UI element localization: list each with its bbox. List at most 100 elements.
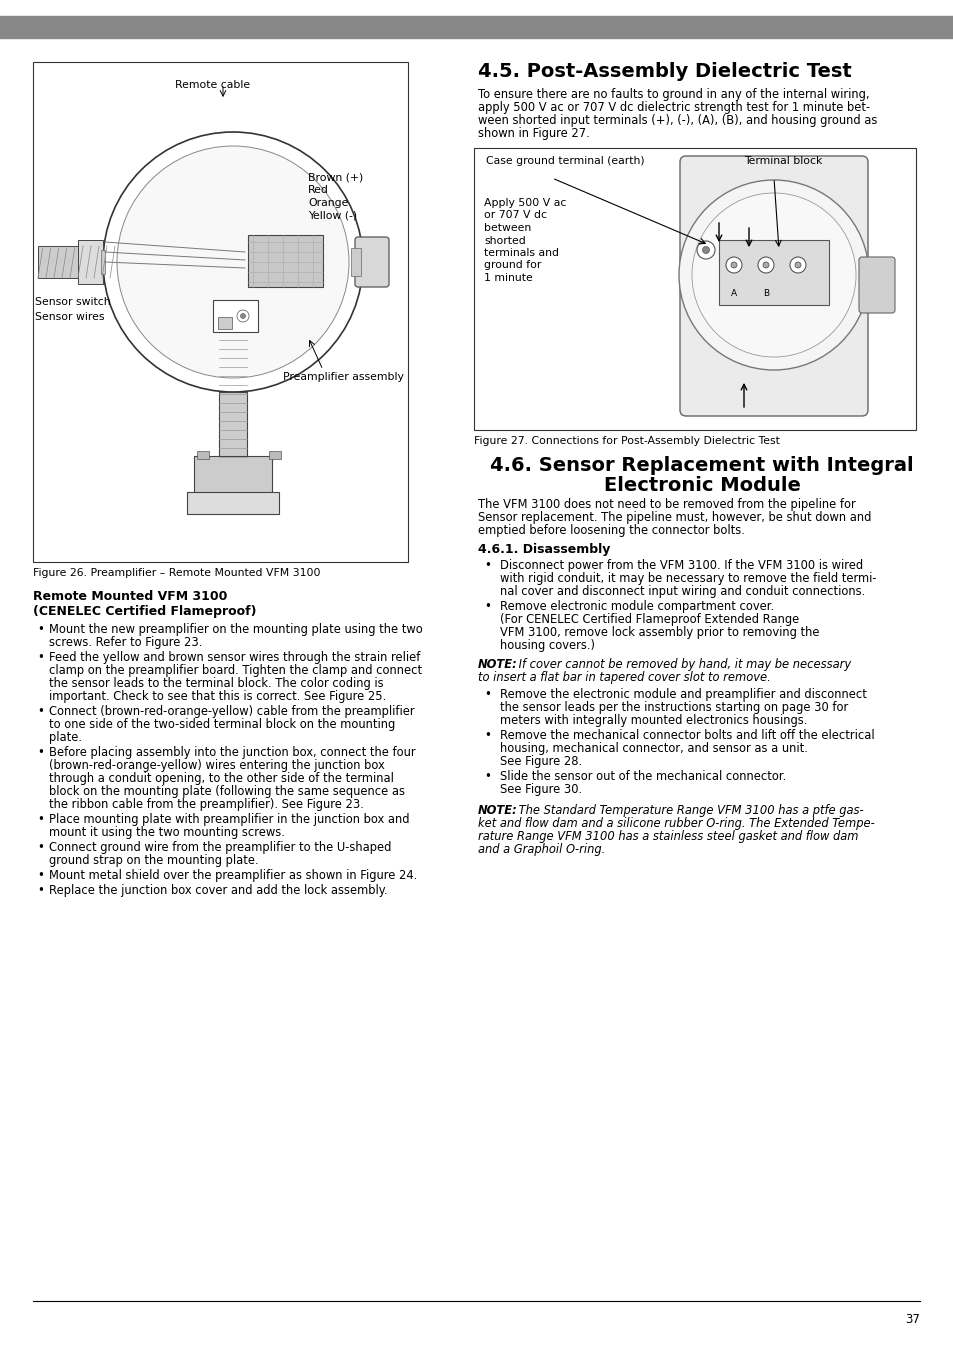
Bar — [33, 62, 408, 563]
Text: NOTE:: NOTE: — [477, 658, 517, 670]
Text: (CENELEC Certified Flameproof): (CENELEC Certified Flameproof) — [33, 604, 256, 618]
Text: 37: 37 — [904, 1313, 919, 1326]
FancyBboxPatch shape — [858, 258, 894, 313]
Text: Connect ground wire from the preamplifier to the U-shaped: Connect ground wire from the preamplifie… — [49, 840, 391, 854]
Text: ground strap on the mounting plate.: ground strap on the mounting plate. — [49, 854, 258, 867]
Text: •: • — [37, 813, 44, 826]
Text: Sensor switch: Sensor switch — [35, 297, 111, 308]
Text: B: B — [762, 289, 768, 298]
Text: •: • — [483, 688, 491, 701]
Text: The Standard Temperature Range VFM 3100 has a ptfe gas-: The Standard Temperature Range VFM 3100 … — [515, 804, 862, 817]
Bar — [196, 451, 209, 459]
Bar — [248, 235, 323, 287]
Text: or 707 V dc: or 707 V dc — [483, 210, 546, 220]
Text: Disconnect power from the VFM 3100. If the VFM 3100 is wired: Disconnect power from the VFM 3100. If t… — [499, 558, 862, 572]
Text: Yellow (-): Yellow (-) — [308, 210, 356, 221]
Text: Sensor replacement. The pipeline must, however, be shut down and: Sensor replacement. The pipeline must, h… — [477, 511, 870, 523]
Text: Remote cable: Remote cable — [175, 80, 251, 90]
Text: Before placing assembly into the junction box, connect the four: Before placing assembly into the junctio… — [49, 746, 416, 759]
Bar — [218, 317, 232, 329]
Text: Connect (brown-red-orange-yellow) cable from the preamplifier: Connect (brown-red-orange-yellow) cable … — [49, 706, 415, 718]
Text: See Figure 28.: See Figure 28. — [499, 755, 581, 768]
Circle shape — [725, 258, 741, 272]
Text: •: • — [37, 840, 44, 854]
Circle shape — [730, 262, 737, 268]
Text: •: • — [37, 884, 44, 897]
Circle shape — [697, 241, 714, 259]
Text: Place mounting plate with preamplifier in the junction box and: Place mounting plate with preamplifier i… — [49, 813, 409, 826]
Text: A: A — [730, 289, 737, 298]
Text: •: • — [37, 623, 44, 635]
Circle shape — [762, 262, 768, 268]
Text: Mount metal shield over the preamplifier as shown in Figure 24.: Mount metal shield over the preamplifier… — [49, 869, 416, 882]
Text: ween shorted input terminals (+), (-), (A), (B), and housing ground as: ween shorted input terminals (+), (-), (… — [477, 115, 877, 127]
Bar — [0, 16, 953, 38]
Text: housing covers.): housing covers.) — [499, 639, 595, 652]
Text: mount it using the two mounting screws.: mount it using the two mounting screws. — [49, 826, 285, 839]
Text: 4.6.1. Disassembly: 4.6.1. Disassembly — [477, 544, 610, 556]
Text: ground for: ground for — [483, 260, 540, 271]
Text: Terminal block: Terminal block — [743, 156, 821, 166]
Text: screws. Refer to Figure 23.: screws. Refer to Figure 23. — [49, 635, 202, 649]
Text: ket and flow dam and a silicone rubber O-ring. The Extended Tempe-: ket and flow dam and a silicone rubber O… — [477, 817, 874, 830]
Circle shape — [789, 258, 805, 272]
Bar — [351, 248, 360, 277]
Text: rature Range VFM 3100 has a stainless steel gasket and flow dam: rature Range VFM 3100 has a stainless st… — [477, 830, 858, 843]
Text: Orange: Orange — [308, 198, 348, 208]
Circle shape — [117, 146, 349, 378]
Text: apply 500 V ac or 707 V dc dielectric strength test for 1 minute bet-: apply 500 V ac or 707 V dc dielectric st… — [477, 101, 869, 115]
Circle shape — [794, 262, 801, 268]
Text: •: • — [37, 746, 44, 759]
Circle shape — [691, 193, 855, 357]
Text: Sensor wires: Sensor wires — [35, 312, 105, 322]
Text: •: • — [37, 652, 44, 664]
Text: shorted: shorted — [483, 236, 525, 246]
Text: the sensor leads per the instructions starting on page 30 for: the sensor leads per the instructions st… — [499, 701, 847, 714]
Bar — [193, 456, 272, 494]
Text: Case ground terminal (earth): Case ground terminal (earth) — [485, 156, 644, 166]
Text: shown in Figure 27.: shown in Figure 27. — [477, 127, 589, 140]
Text: emptied before loosening the connector bolts.: emptied before loosening the connector b… — [477, 523, 744, 537]
Text: the sensor leads to the terminal block. The color coding is: the sensor leads to the terminal block. … — [49, 677, 383, 689]
Circle shape — [758, 258, 773, 272]
Text: 1 minute: 1 minute — [483, 272, 532, 283]
Text: Replace the junction box cover and add the lock assembly.: Replace the junction box cover and add t… — [49, 884, 387, 897]
Text: to one side of the two-sided terminal block on the mounting: to one side of the two-sided terminal bl… — [49, 718, 395, 731]
Text: to insert a flat bar in tapered cover slot to remove.: to insert a flat bar in tapered cover sl… — [477, 670, 770, 684]
Circle shape — [679, 179, 868, 370]
Text: terminals and: terminals and — [483, 248, 558, 258]
Bar — [78, 240, 103, 285]
Text: housing, mechanical connector, and sensor as a unit.: housing, mechanical connector, and senso… — [499, 742, 807, 755]
Text: Brown (+): Brown (+) — [308, 173, 363, 182]
Text: Red: Red — [308, 185, 329, 196]
Text: Slide the sensor out of the mechanical connector.: Slide the sensor out of the mechanical c… — [499, 770, 785, 782]
Text: block on the mounting plate (following the same sequence as: block on the mounting plate (following t… — [49, 785, 405, 799]
Text: Figure 27. Connections for Post-Assembly Dielectric Test: Figure 27. Connections for Post-Assembly… — [474, 436, 779, 447]
Bar — [269, 451, 281, 459]
Circle shape — [701, 247, 709, 254]
Text: clamp on the preamplifier board. Tighten the clamp and connect: clamp on the preamplifier board. Tighten… — [49, 664, 421, 677]
Text: •: • — [37, 869, 44, 882]
Text: •: • — [483, 600, 491, 612]
Text: Remove electronic module compartment cover.: Remove electronic module compartment cov… — [499, 600, 773, 612]
Text: Apply 500 V ac: Apply 500 V ac — [483, 198, 566, 208]
Text: •: • — [483, 558, 491, 572]
Circle shape — [103, 132, 363, 393]
Text: and a Graphoil O-ring.: and a Graphoil O-ring. — [477, 843, 604, 857]
Text: Remote Mounted VFM 3100: Remote Mounted VFM 3100 — [33, 590, 227, 603]
Bar — [474, 148, 915, 430]
Text: (brown-red-orange-yellow) wires entering the junction box: (brown-red-orange-yellow) wires entering… — [49, 759, 384, 772]
FancyBboxPatch shape — [679, 156, 867, 415]
Text: VFM 3100, remove lock assembly prior to removing the: VFM 3100, remove lock assembly prior to … — [499, 626, 819, 639]
Text: nal cover and disconnect input wiring and conduit connections.: nal cover and disconnect input wiring an… — [499, 585, 864, 598]
Text: Electronic Module: Electronic Module — [603, 476, 800, 495]
Bar — [719, 240, 828, 305]
Bar — [101, 250, 105, 274]
Text: •: • — [483, 728, 491, 742]
Bar — [38, 246, 103, 278]
Text: Mount the new preamplifier on the mounting plate using the two: Mount the new preamplifier on the mounti… — [49, 623, 422, 635]
Text: important. Check to see that this is correct. See Figure 25.: important. Check to see that this is cor… — [49, 689, 386, 703]
Text: meters with integrally mounted electronics housings.: meters with integrally mounted electroni… — [499, 714, 806, 727]
Text: See Figure 30.: See Figure 30. — [499, 782, 581, 796]
Text: Remove the electronic module and preamplifier and disconnect: Remove the electronic module and preampl… — [499, 688, 866, 701]
